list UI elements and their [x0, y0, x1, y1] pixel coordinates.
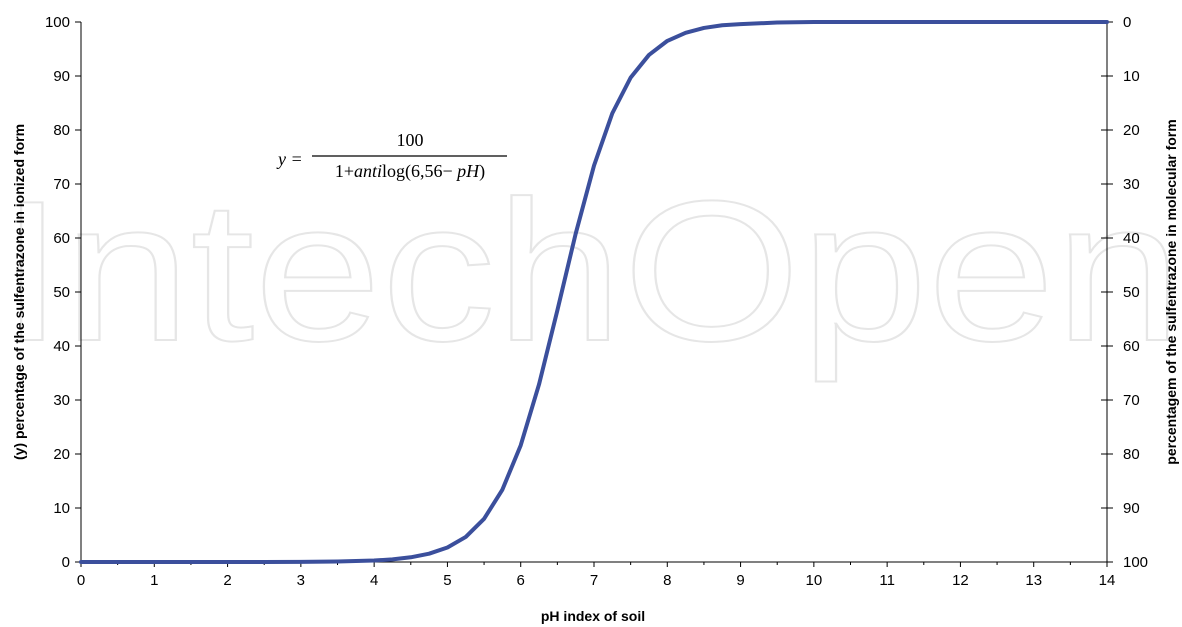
y-tick-label: 100	[45, 14, 70, 31]
y-tick-label: 0	[62, 554, 70, 571]
x-tick-label: 4	[370, 572, 378, 589]
x-tick-label: 9	[736, 572, 744, 589]
y-tick-label: 80	[53, 122, 70, 139]
watermark: IntechOpen	[0, 160, 1182, 383]
y-tick-label: 90	[53, 68, 70, 85]
y2-tick-label: 80	[1123, 446, 1140, 463]
formula-denominator-anti: anti	[354, 161, 382, 181]
x-tick-label: 5	[443, 572, 451, 589]
y2-tick-label: 60	[1123, 338, 1140, 355]
formula-lhs: y =	[276, 149, 303, 169]
formula-lhs-text: y =	[276, 149, 303, 169]
y-axis-title: (y) percentage of the sulfentrazone in i…	[11, 124, 27, 460]
formula-denominator-mid: log(6,56−	[382, 161, 457, 182]
y2-tick-label: 50	[1123, 284, 1140, 301]
formula-denominator: 1+antilog(6,56− pH)	[335, 161, 485, 182]
x-tick-label: 6	[517, 572, 525, 589]
y-tick-label: 30	[53, 392, 70, 409]
x-tick-label: 13	[1025, 572, 1042, 589]
formula-denominator-ph: pH	[455, 161, 480, 181]
y2-tick-label: 90	[1123, 500, 1140, 517]
y2-tick-label: 100	[1123, 554, 1148, 571]
series-line	[79, 20, 1109, 564]
y2-tick-label: 30	[1123, 176, 1140, 193]
x-tick-label: 12	[952, 572, 969, 589]
x-axis-ticks: 0 1 2 3 4 5 6 7 8 9 10 11 12 13 14	[77, 562, 1116, 589]
formula-numerator: 100	[397, 130, 424, 150]
y-tick-label: 60	[53, 230, 70, 247]
x-tick-label: 0	[77, 572, 85, 589]
y-axis-ticks: 0 10 20 30 40 50 60 70 80 90 100	[45, 14, 81, 571]
y-tick-label: 70	[53, 176, 70, 193]
y2-tick-label: 10	[1123, 68, 1140, 85]
y2-tick-label: 40	[1123, 230, 1140, 247]
x-tick-label: 2	[223, 572, 231, 589]
y-tick-label: 40	[53, 338, 70, 355]
y-tick-label: 50	[53, 284, 70, 301]
formula-annotation: y = 100 1+antilog(6,56− pH)	[276, 130, 507, 182]
x-tick-label: 3	[297, 572, 305, 589]
x-tick-label: 11	[879, 572, 895, 589]
x-axis-title: pH index of soil	[541, 608, 645, 624]
y2-tick-label: 20	[1123, 122, 1140, 139]
y-tick-label: 20	[53, 446, 70, 463]
x-tick-label: 10	[806, 572, 823, 589]
y2-tick-label: 0	[1123, 14, 1131, 31]
x-tick-label: 14	[1099, 572, 1116, 589]
x-tick-label: 8	[663, 572, 671, 589]
y2-tick-label: 70	[1123, 392, 1140, 409]
x-tick-label: 1	[150, 572, 158, 589]
formula-denominator-prefix: 1+	[335, 161, 354, 181]
x-tick-label: 7	[590, 572, 598, 589]
y-tick-label: 10	[53, 500, 70, 517]
formula-denominator-suffix: )	[479, 161, 485, 182]
y2-axis-title: percentagem of the sulfentrazone in mole…	[1163, 119, 1179, 464]
